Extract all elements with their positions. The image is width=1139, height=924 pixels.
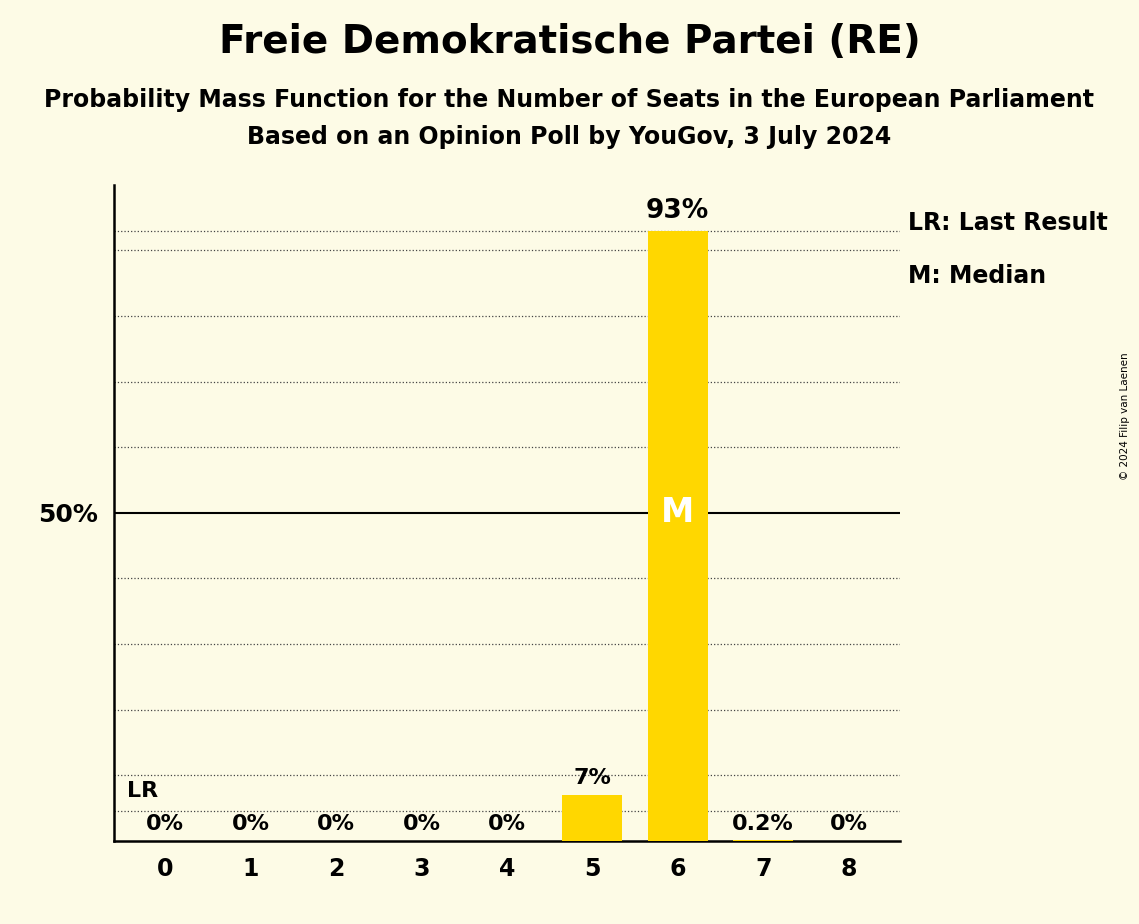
Text: Based on an Opinion Poll by YouGov, 3 July 2024: Based on an Opinion Poll by YouGov, 3 Ju… bbox=[247, 125, 892, 149]
Text: 0%: 0% bbox=[402, 814, 441, 834]
Text: 93%: 93% bbox=[646, 198, 710, 225]
Text: Probability Mass Function for the Number of Seats in the European Parliament: Probability Mass Function for the Number… bbox=[44, 88, 1095, 112]
Text: 0%: 0% bbox=[487, 814, 526, 834]
Text: 0%: 0% bbox=[231, 814, 270, 834]
Text: © 2024 Filip van Laenen: © 2024 Filip van Laenen bbox=[1121, 352, 1130, 480]
Text: 7%: 7% bbox=[573, 769, 612, 788]
Bar bbox=[648, 231, 707, 841]
Text: 0%: 0% bbox=[829, 814, 868, 834]
Text: LR: LR bbox=[126, 782, 158, 801]
Text: 0.2%: 0.2% bbox=[732, 814, 794, 834]
Text: M: Median: M: Median bbox=[908, 263, 1046, 287]
Text: LR: Last Result: LR: Last Result bbox=[908, 211, 1107, 235]
Text: M: M bbox=[661, 496, 695, 529]
Text: Freie Demokratische Partei (RE): Freie Demokratische Partei (RE) bbox=[219, 23, 920, 61]
Text: 0%: 0% bbox=[146, 814, 185, 834]
Text: 0%: 0% bbox=[317, 814, 355, 834]
Bar bbox=[734, 840, 793, 841]
Bar bbox=[563, 795, 622, 841]
